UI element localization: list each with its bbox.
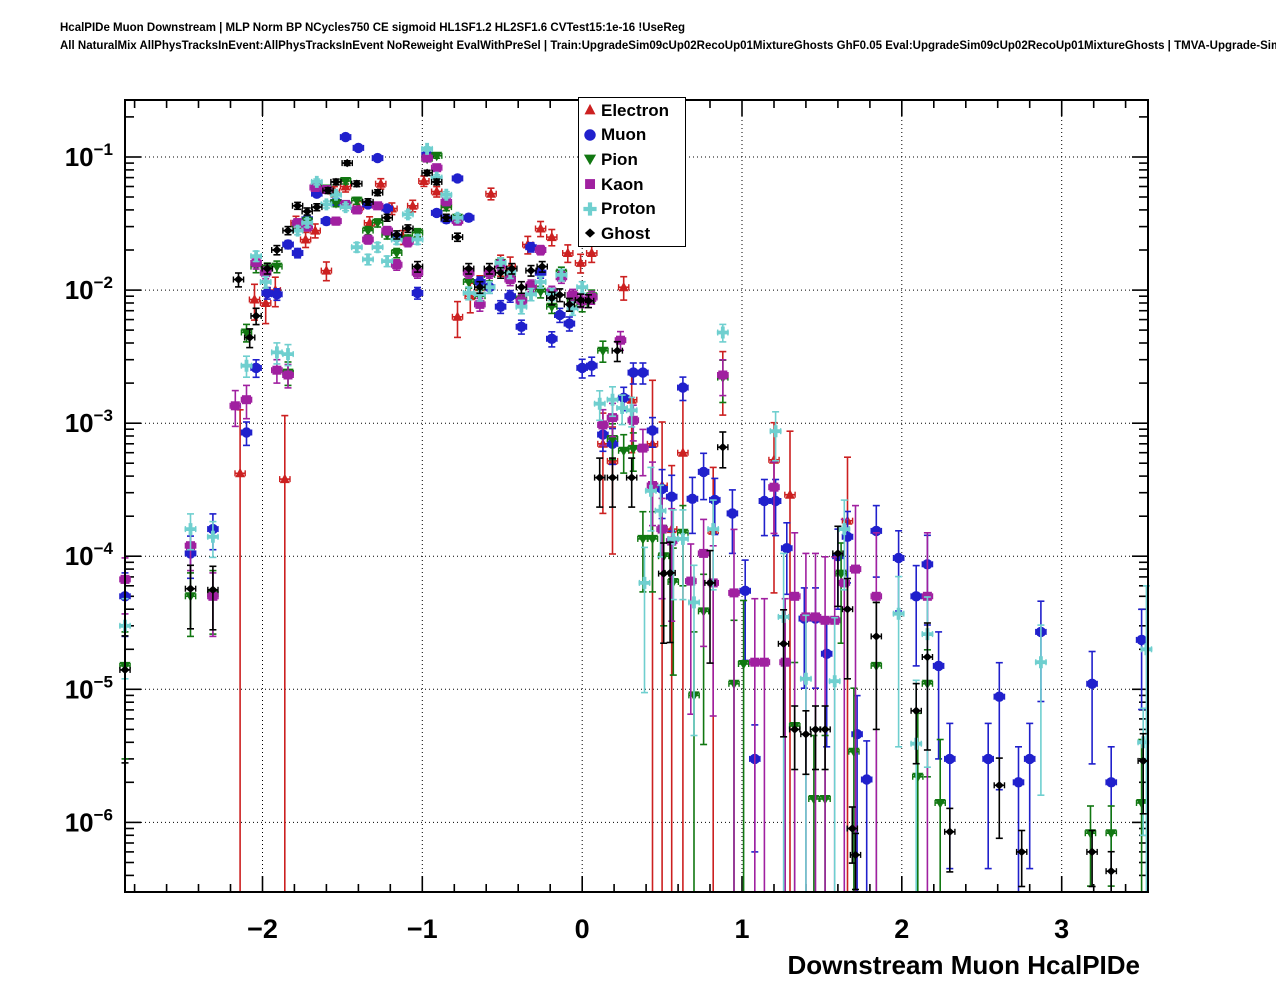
- series-pion: [119, 151, 1148, 892]
- legend-label: Proton: [601, 199, 656, 219]
- legend-label: Muon: [601, 125, 647, 145]
- svg-text:−2: −2: [247, 914, 278, 944]
- svg-text:10−3: 10−3: [65, 406, 113, 438]
- x-axis-labels: −2 −1 0 1 2 3: [247, 914, 1069, 944]
- legend-label: Electron: [601, 100, 670, 120]
- pion-marker-icon: [579, 149, 601, 169]
- kaon-marker-icon: [579, 174, 601, 194]
- legend-label: Pion: [601, 149, 638, 169]
- svg-text:10−4: 10−4: [65, 539, 114, 571]
- svg-text:1: 1: [734, 914, 749, 944]
- series-kaon: [119, 153, 934, 892]
- x-axis-title: Downstream Muon HcalPIDe: [787, 950, 1140, 980]
- svg-text:2: 2: [894, 914, 909, 944]
- legend-item-ghost: Ghost: [579, 221, 685, 246]
- plot-title-line2: All NaturalMix AllPhysTracksInEvent:AllP…: [60, 40, 1276, 52]
- series-ghost: [119, 158, 1150, 893]
- legend-item-kaon: Kaon: [579, 172, 685, 197]
- svg-text:0: 0: [575, 914, 590, 944]
- ghost-marker-icon: [579, 223, 601, 243]
- svg-text:−1: −1: [407, 914, 438, 944]
- legend-item-proton: Proton: [579, 196, 685, 221]
- svg-text:10−2: 10−2: [65, 273, 113, 305]
- legend-item-pion: Pion: [579, 147, 685, 172]
- legend-label: Kaon: [601, 174, 644, 194]
- svg-text:10−1: 10−1: [65, 140, 113, 172]
- axis-ticks: [125, 100, 1148, 892]
- plot-title-line1: HcalPIDe Muon Downstream | MLP Norm BP N…: [60, 22, 686, 34]
- svg-text:10−6: 10−6: [65, 805, 113, 837]
- legend-item-muon: Muon: [579, 123, 685, 148]
- svg-text:3: 3: [1054, 914, 1069, 944]
- proton-marker-icon: [579, 199, 601, 219]
- muon-marker-icon: [579, 125, 601, 145]
- legend-label: Ghost: [601, 223, 651, 243]
- y-axis-labels: 10−1 10−2 10−3 10−4 10−5 10−6: [65, 140, 114, 837]
- legend: Electron Muon Pion Kaon Proton Ghost: [578, 97, 686, 247]
- legend-item-electron: Electron: [579, 98, 685, 123]
- svg-text:10−5: 10−5: [65, 672, 113, 704]
- electron-marker-icon: [579, 100, 601, 120]
